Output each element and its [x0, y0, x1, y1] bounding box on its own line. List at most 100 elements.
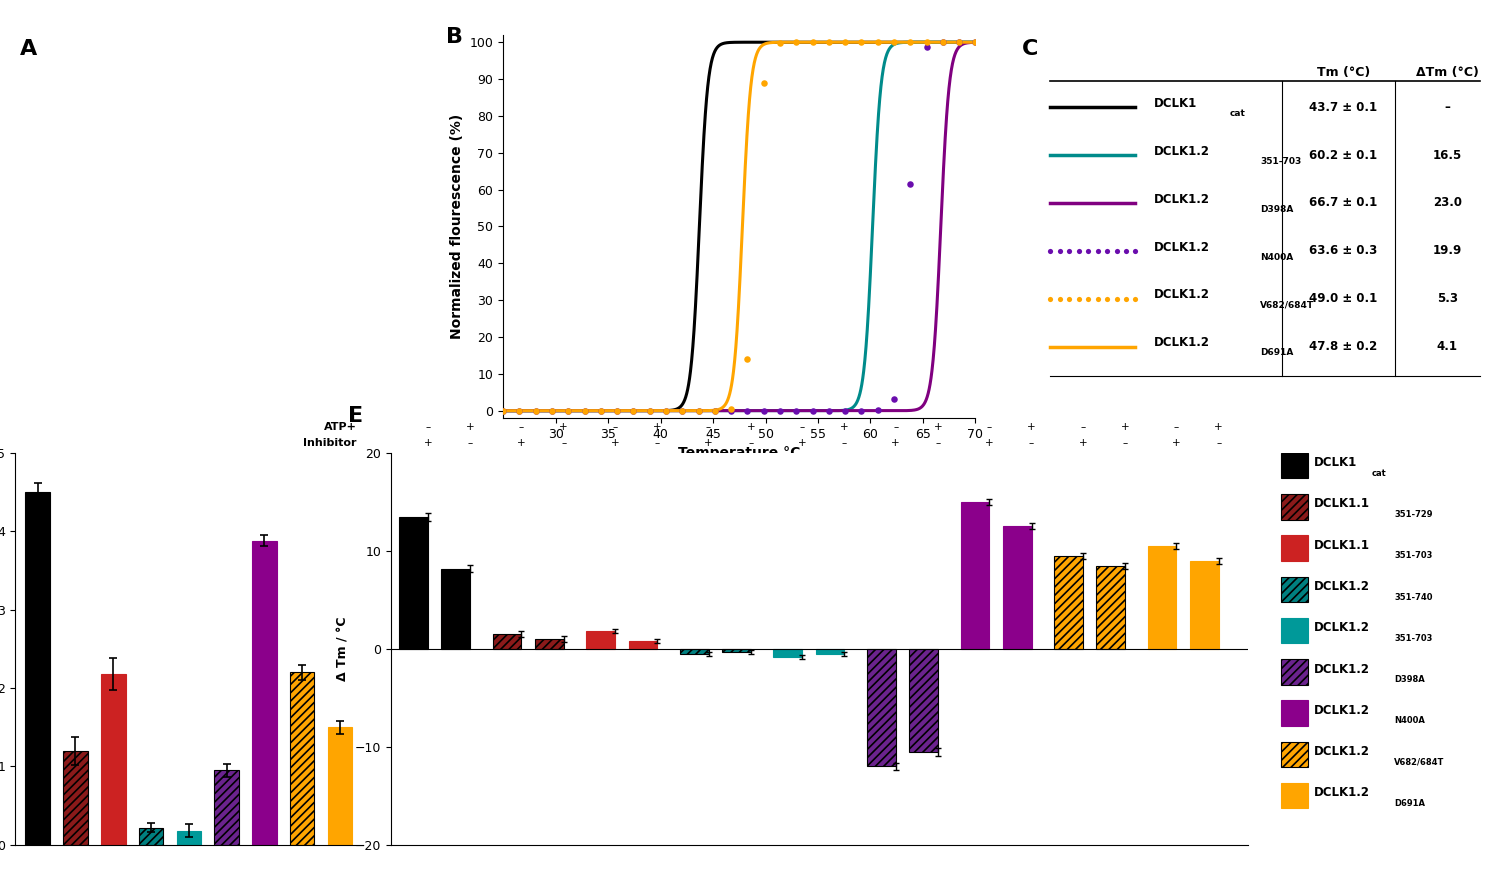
Point [882, 392, 906, 406]
Point [752, 77, 776, 91]
Point [490, 404, 514, 418]
Point [638, 404, 662, 418]
Text: B: B [447, 27, 464, 47]
Text: –: – [1122, 438, 1128, 448]
Point [1095, 292, 1119, 306]
Text: –: – [1029, 438, 1033, 448]
Text: 4.1: 4.1 [1437, 341, 1458, 354]
Bar [774, 649, 802, 657]
Text: Tm (°C): Tm (°C) [1317, 66, 1370, 79]
Text: C: C [1022, 38, 1038, 58]
Point [963, 35, 987, 49]
Text: cat: cat [1230, 109, 1246, 118]
Point [768, 37, 792, 51]
Bar [1281, 700, 1308, 726]
Text: DCLK1.2: DCLK1.2 [1155, 288, 1210, 301]
Y-axis label: Δ Tm / °C: Δ Tm / °C [336, 617, 350, 681]
Text: DCLK1.2: DCLK1.2 [1314, 787, 1370, 800]
Y-axis label: Normalized flourescence (%): Normalized flourescence (%) [450, 114, 464, 339]
Text: DCLK1.2: DCLK1.2 [1155, 240, 1210, 253]
Text: 351-703: 351-703 [1395, 634, 1432, 643]
Point [801, 35, 825, 49]
Text: –: – [748, 438, 753, 448]
Text: 19.9: 19.9 [1432, 245, 1462, 258]
Point [654, 404, 678, 418]
Text: DCLK1.2: DCLK1.2 [1155, 145, 1210, 158]
Point [621, 404, 645, 418]
Text: +: + [798, 438, 807, 448]
Text: 351-703: 351-703 [1395, 551, 1432, 560]
Text: D691A: D691A [1260, 348, 1293, 357]
Point [704, 404, 728, 418]
Text: 60.2 ± 0.1: 60.2 ± 0.1 [1310, 149, 1377, 162]
Point [573, 404, 597, 418]
Text: –: – [1174, 422, 1179, 432]
Text: +: + [610, 438, 620, 448]
Text: +: + [560, 422, 568, 432]
Point [1076, 244, 1100, 258]
Bar [586, 631, 615, 649]
Point [963, 35, 987, 49]
Point [735, 404, 759, 418]
Point [1058, 292, 1082, 306]
X-axis label: Temperature °C: Temperature °C [678, 446, 801, 461]
Bar [722, 649, 752, 652]
Point [1038, 244, 1062, 258]
Point [932, 35, 956, 49]
Point [818, 404, 842, 418]
Text: –: – [519, 422, 524, 432]
Text: DCLK1.1: DCLK1.1 [1314, 497, 1370, 510]
Point [915, 40, 939, 54]
Text: –: – [1216, 438, 1221, 448]
Point [1124, 244, 1148, 258]
Text: –: – [1080, 422, 1086, 432]
Text: DCLK1.1: DCLK1.1 [1314, 539, 1370, 551]
Point [865, 35, 889, 49]
Text: N400A: N400A [1395, 716, 1425, 726]
Text: DCLK1.2: DCLK1.2 [1314, 580, 1370, 593]
Text: –: – [936, 438, 940, 448]
Bar [441, 569, 470, 649]
Point [1114, 292, 1138, 306]
Bar [1190, 561, 1219, 649]
Bar [100, 674, 126, 845]
Point [735, 352, 759, 366]
Text: Inhibitor: Inhibitor [303, 438, 357, 448]
Text: –: – [468, 438, 472, 448]
Bar [1281, 618, 1308, 644]
Text: –: – [1444, 101, 1450, 114]
Text: –: – [842, 438, 848, 448]
Point [1076, 292, 1100, 306]
Text: D398A: D398A [1395, 675, 1425, 684]
Text: +: + [891, 438, 900, 448]
Point [801, 404, 825, 418]
Point [670, 404, 694, 418]
Text: DCLK1.2: DCLK1.2 [1155, 336, 1210, 349]
Point [590, 404, 613, 418]
Point [752, 404, 776, 418]
Text: +: + [1078, 438, 1088, 448]
Point [1086, 292, 1110, 306]
Text: 351-740: 351-740 [1395, 592, 1432, 602]
Text: +: + [986, 438, 993, 448]
Text: 66.7 ± 0.1: 66.7 ± 0.1 [1310, 197, 1377, 210]
Point [621, 404, 645, 418]
Text: E: E [348, 406, 363, 426]
Point [638, 404, 662, 418]
Point [654, 404, 678, 418]
Bar [492, 634, 522, 649]
Point [507, 404, 531, 418]
Point [524, 404, 548, 418]
Text: DCLK1: DCLK1 [1314, 456, 1358, 469]
Bar [1054, 556, 1083, 649]
Text: 63.6 ± 0.3: 63.6 ± 0.3 [1310, 245, 1377, 258]
Text: +: + [518, 438, 525, 448]
Point [849, 404, 873, 418]
Bar [867, 649, 895, 766]
Bar [536, 639, 564, 649]
Point [898, 177, 922, 191]
Point [1114, 244, 1138, 258]
Bar [290, 672, 315, 845]
Bar [399, 517, 427, 649]
Point [768, 404, 792, 418]
